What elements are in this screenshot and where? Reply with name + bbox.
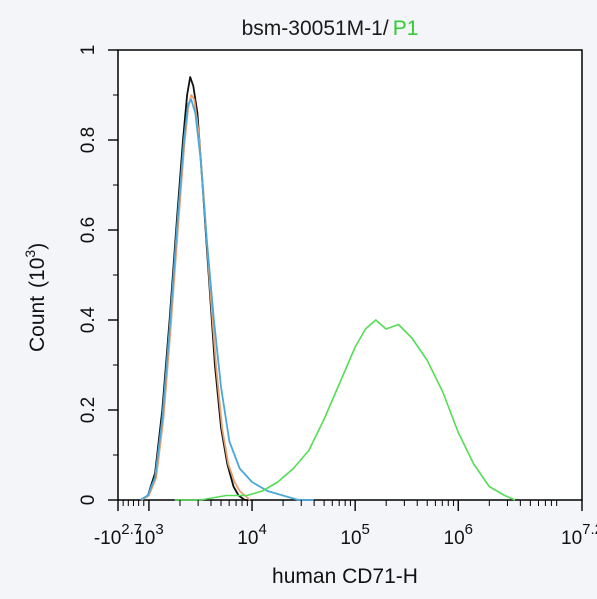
y-axis-unit-exponent: 3 — [22, 250, 38, 258]
series-line-3 — [140, 98, 314, 501]
y-tick-label: 0 — [78, 495, 99, 506]
chart-title-gate: P1 — [393, 17, 419, 40]
y-axis-title: Count (103) — [22, 243, 49, 352]
x-tick-label: 105 — [340, 521, 369, 549]
y-tick-label: 0.8 — [78, 127, 99, 153]
x-axis-label: human CD71-H — [272, 565, 418, 588]
y-tick-label: 0.4 — [78, 306, 99, 333]
chart-title-text: bsm-30051M-1/ — [242, 17, 389, 40]
y-axis: 0 0.2 0.4 0.6 0.8 1 — [78, 45, 118, 506]
y-tick-label: 0.2 — [78, 397, 99, 423]
histogram-curves — [140, 76, 516, 501]
x-tick-label: 104 — [237, 521, 266, 549]
y-axis-unit-close: ) — [26, 243, 49, 250]
y-tick-label: 0.6 — [78, 217, 99, 243]
x-tick-label: 103 — [134, 521, 163, 549]
y-axis-label: Count — [26, 296, 49, 352]
y-axis-unit: (10 — [26, 258, 49, 288]
x-tick-label: 107.2 — [561, 521, 597, 549]
chart-title: bsm-30051M-1/P1 — [242, 17, 419, 40]
y-tick-label: 1 — [78, 45, 99, 56]
series-line-4 — [174, 319, 516, 501]
plot-area — [117, 49, 583, 501]
x-tick-label: -102.7 — [94, 521, 142, 549]
x-tick-label: 106 — [444, 521, 473, 549]
